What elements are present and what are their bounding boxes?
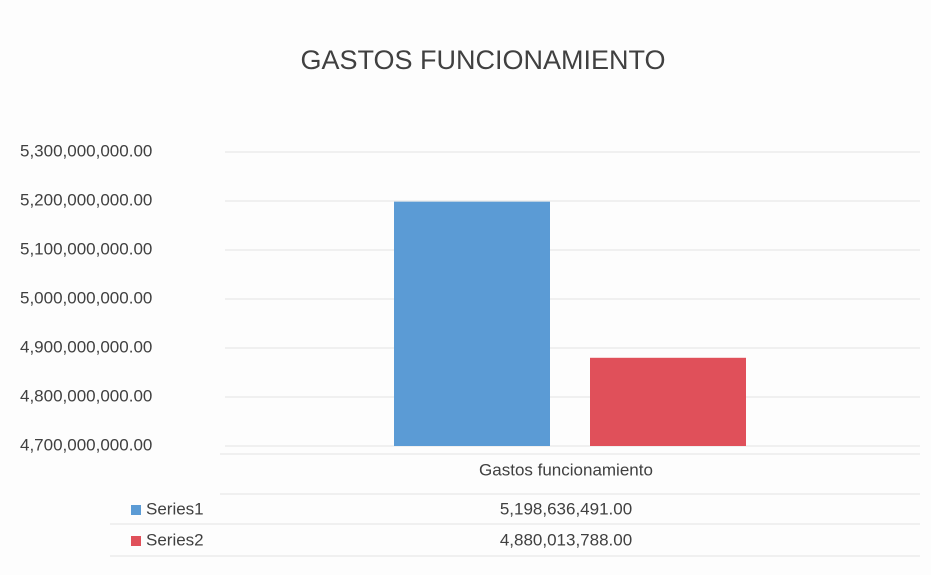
y-tick-label: 4,900,000,000.00 — [20, 337, 152, 356]
y-tick-label: 4,700,000,000.00 — [20, 435, 152, 454]
x-tick-label: Gastos funcionamiento — [479, 460, 653, 479]
legend-label: Series1 — [146, 499, 204, 518]
y-tick-label: 5,100,000,000.00 — [20, 239, 152, 258]
legend-swatch — [131, 536, 141, 546]
bar — [394, 201, 550, 446]
y-tick-label: 5,000,000,000.00 — [20, 288, 152, 307]
chart-title: GASTOS FUNCIONAMIENTO — [300, 45, 665, 75]
y-tick-label: 4,800,000,000.00 — [20, 386, 152, 405]
y-tick-label: 5,300,000,000.00 — [20, 141, 152, 160]
bar — [590, 357, 746, 446]
legend-label: Series2 — [146, 530, 204, 549]
data-label: 4,880,013,788.00 — [500, 530, 632, 549]
y-tick-label: 5,200,000,000.00 — [20, 190, 152, 209]
data-label: 5,198,636,491.00 — [500, 499, 632, 518]
legend-swatch — [131, 505, 141, 515]
